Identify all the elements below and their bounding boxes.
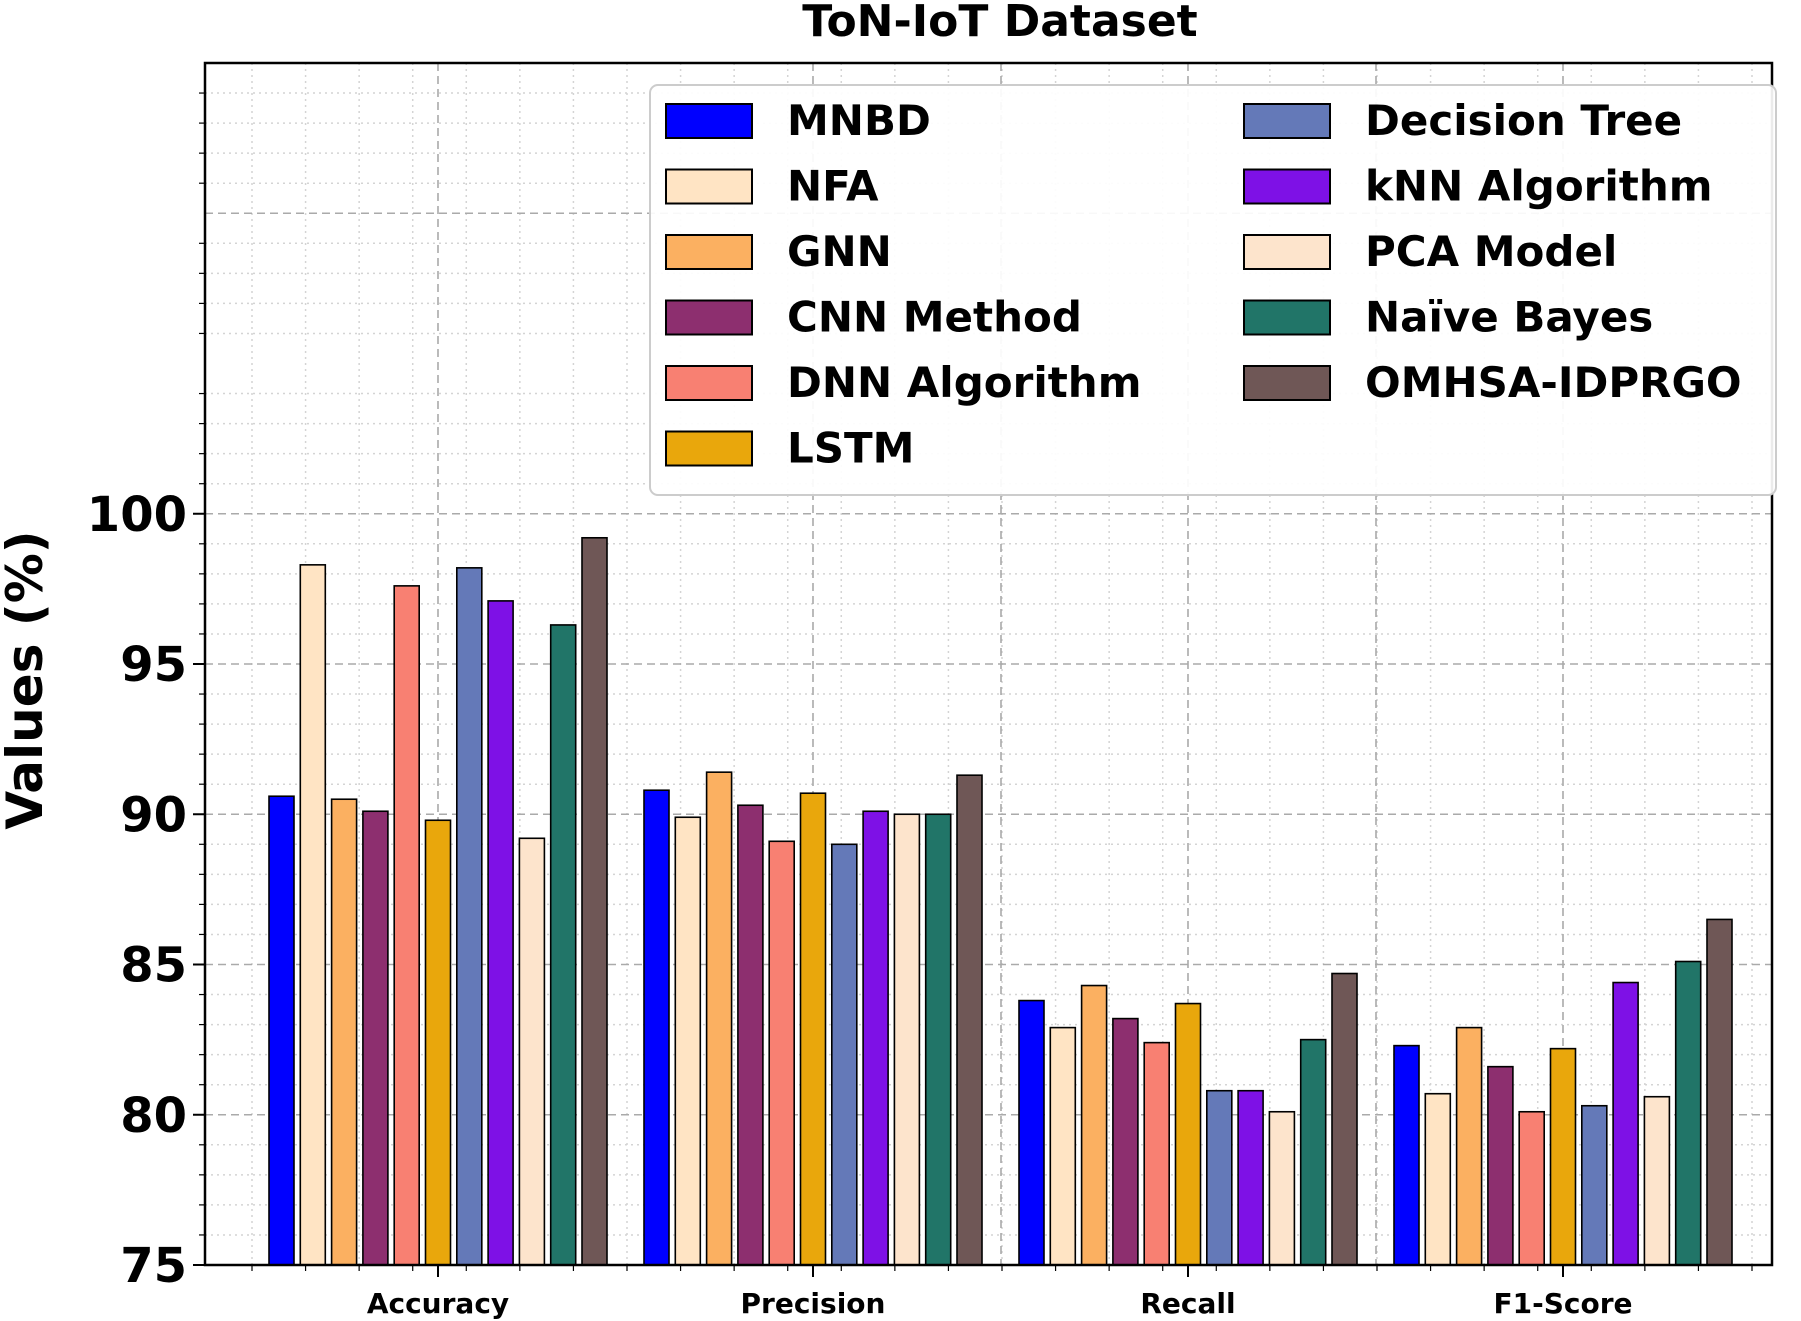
bar (705, 771, 733, 1266)
y-tick-label: 90 (120, 787, 187, 843)
x-tick-label: Recall (1140, 1287, 1235, 1320)
legend-label: NFA (787, 162, 879, 211)
bar (487, 600, 514, 1266)
legend-swatch (1243, 365, 1331, 401)
bar (1080, 984, 1108, 1266)
bar (1424, 1092, 1452, 1266)
legend-swatch (665, 365, 753, 401)
bar (1174, 1002, 1202, 1266)
legend-swatch (665, 103, 753, 139)
legend-label: MNBD (787, 96, 931, 145)
bar (1237, 1089, 1264, 1266)
bar (1455, 1026, 1483, 1266)
bar (1143, 1041, 1170, 1266)
bar (1674, 960, 1702, 1266)
legend-label: PCA Model (1365, 227, 1617, 276)
bar (1706, 918, 1733, 1266)
bar (1206, 1089, 1233, 1266)
bar (362, 810, 389, 1266)
bar (956, 774, 983, 1266)
bar (1112, 1017, 1139, 1266)
legend: MNBD NFA GNN CNN Method DNN Algorithm LSTM Dec… (649, 84, 1777, 496)
bar (768, 840, 796, 1266)
x-tick-label: Precision (741, 1287, 886, 1320)
bar (1549, 1047, 1577, 1266)
bar (799, 792, 827, 1266)
x-ticks: Accuracy Precision Recall F1-Score (251, 1265, 1753, 1320)
legend-box (649, 84, 1777, 496)
bar (549, 624, 577, 1266)
legend-swatch (665, 430, 753, 467)
bar (393, 585, 421, 1266)
bar (581, 536, 608, 1266)
bar (1518, 1110, 1545, 1266)
legend-swatch (1243, 234, 1331, 270)
bar (455, 567, 483, 1266)
legend-label: Decision Tree (1365, 96, 1682, 145)
bar (1612, 981, 1639, 1266)
bar (1643, 1095, 1671, 1266)
bar (674, 816, 702, 1266)
bar (924, 813, 952, 1266)
y-tick-label: 95 (120, 637, 187, 693)
bar (1393, 1044, 1420, 1266)
y-ticks: 75 80 85 90 95 100 (87, 92, 205, 1294)
bar (893, 813, 921, 1266)
y-tick-label: 80 (120, 1088, 187, 1144)
chart-title: ToN-IoT Dataset (802, 0, 1197, 47)
bar (1331, 972, 1358, 1266)
bar (518, 837, 546, 1266)
legend-swatch (1243, 168, 1331, 205)
legend-label: OMHSA-IDPRGO (1365, 358, 1742, 407)
legend-label: Naïve Bayes (1365, 293, 1653, 342)
bar (862, 810, 889, 1266)
bar (1487, 1065, 1514, 1266)
legend-swatch (1243, 103, 1331, 139)
y-tick-label: 100 (87, 487, 187, 543)
legend-swatch (665, 234, 753, 270)
bar (330, 798, 358, 1266)
y-axis-label: Values (%) (0, 530, 54, 829)
bar (299, 564, 327, 1266)
y-tick-label: 85 (120, 938, 187, 994)
bar (268, 795, 295, 1266)
x-tick-label: Accuracy (367, 1287, 509, 1320)
legend-label: GNN (787, 227, 892, 276)
y-tick-label: 75 (120, 1238, 187, 1294)
bar (1299, 1038, 1327, 1266)
bars-layer (268, 536, 1733, 1266)
legend-label: DNN Algorithm (787, 358, 1141, 407)
bar (1581, 1104, 1608, 1266)
x-tick-label: F1-Score (1493, 1287, 1632, 1320)
legend-swatch (665, 168, 753, 205)
legend-label: LSTM (787, 424, 914, 473)
bar (1049, 1026, 1077, 1266)
bar (1268, 1110, 1296, 1266)
legend-label: CNN Method (787, 293, 1082, 342)
legend-swatch (1243, 299, 1331, 336)
bar (1018, 999, 1045, 1266)
legend-label: kNN Algorithm (1365, 162, 1713, 211)
bar (737, 804, 764, 1266)
bar (643, 789, 670, 1266)
legend-swatch (665, 299, 753, 336)
bar (424, 819, 452, 1266)
bar (830, 843, 858, 1266)
